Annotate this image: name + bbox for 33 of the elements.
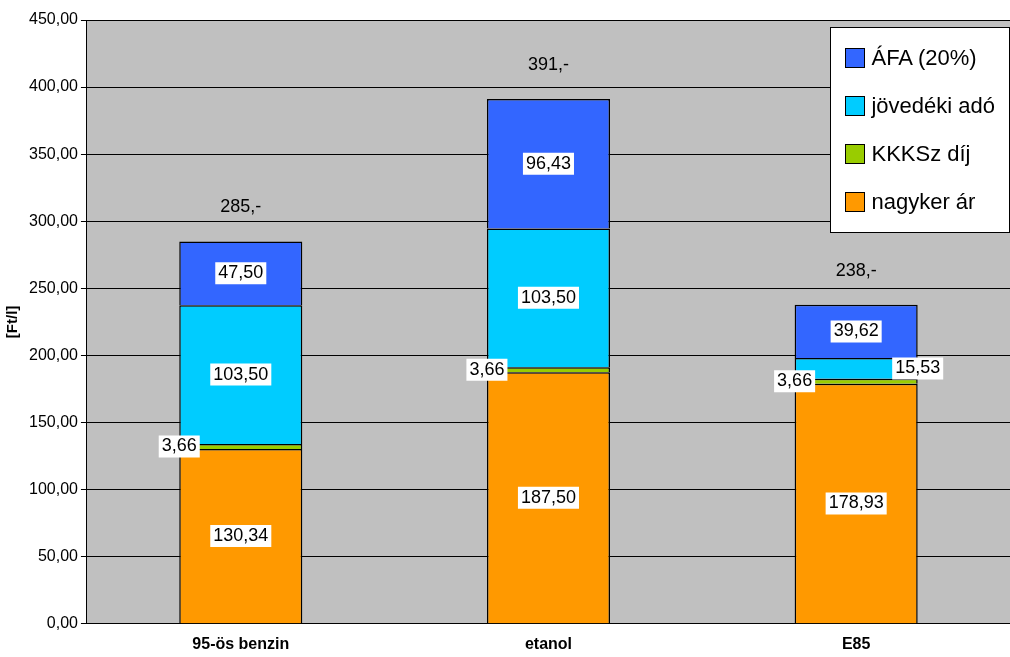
legend-label: jövedéki adó	[871, 93, 995, 119]
legend-label: KKKSz díj	[871, 141, 971, 167]
data-label: 130,34	[213, 525, 269, 546]
x-tick-label: E85	[841, 634, 871, 652]
x-tick-label: 95-ös benzin	[192, 634, 290, 652]
y-tick-label: 150,00	[29, 412, 79, 430]
y-tick-label: 400,00	[29, 77, 79, 95]
total-label: 391,-	[527, 54, 569, 75]
data-label: 3,66	[777, 370, 813, 391]
data-label: 103,50	[520, 286, 576, 307]
data-label: 15,53	[895, 357, 941, 378]
y-tick-label: 300,00	[29, 211, 79, 229]
data-label: 3,66	[161, 435, 197, 456]
y-tick-label: 350,00	[29, 144, 79, 162]
data-label: 3,66	[469, 358, 505, 379]
total-label: 238,-	[835, 259, 877, 280]
x-tick-label: etanol	[524, 634, 573, 652]
y-tick-label: 50,00	[37, 547, 79, 565]
data-label: 178,93	[828, 492, 884, 513]
y-tick-label: 200,00	[29, 345, 79, 363]
data-label: 103,50	[213, 363, 269, 384]
y-axis-title: [Ft/l]	[3, 305, 21, 339]
y-tick-label: 100,00	[29, 480, 79, 498]
data-label: 39,62	[833, 320, 879, 341]
legend-label: ÁFA (20%)	[871, 45, 977, 71]
y-tick-label: 450,00	[29, 10, 79, 28]
data-label: 187,50	[520, 486, 576, 507]
y-tick-label: 0,00	[46, 614, 79, 632]
data-label: 96,43	[525, 152, 571, 173]
total-label: 285,-	[220, 196, 262, 217]
data-label: 47,50	[218, 262, 264, 283]
legend-label: nagyker ár	[871, 189, 976, 215]
y-tick-label: 250,00	[29, 278, 79, 296]
